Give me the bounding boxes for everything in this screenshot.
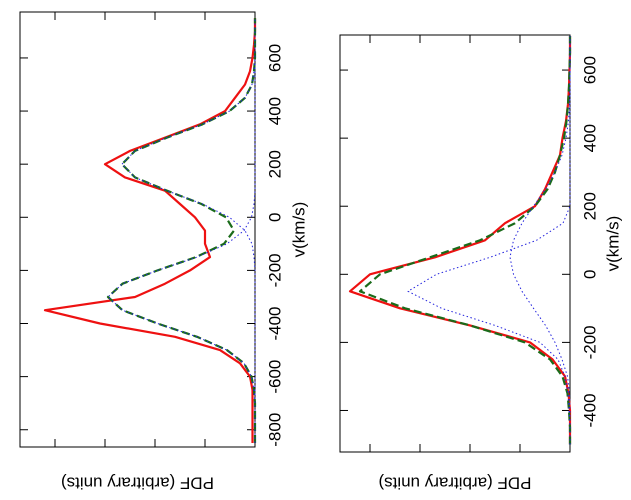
x-tick-label: 0 — [580, 270, 599, 279]
x-tick-label: 600 — [265, 44, 284, 72]
x-tick-label: 600 — [580, 56, 599, 84]
x-tick-label: -400 — [580, 393, 599, 427]
x-tick-label: -200 — [265, 253, 284, 287]
x-tick-label: -400 — [265, 306, 284, 340]
x-axis-label: v(km/s) — [603, 216, 622, 272]
data-line — [121, 18, 256, 443]
x-tick-label: -800 — [265, 413, 284, 447]
x-tick-label: 400 — [265, 97, 284, 125]
data-line — [107, 18, 256, 443]
x-tick-label: 0 — [265, 213, 284, 222]
plot-frame — [339, 34, 571, 453]
data-line — [407, 36, 571, 445]
y-axis-label: PDF (arbitrary units) — [378, 474, 531, 493]
x-axis-label: v(km/s) — [289, 202, 308, 258]
x-tick-label: 200 — [265, 150, 284, 178]
x-tick-label: 400 — [580, 124, 599, 152]
plot-frame — [19, 11, 256, 448]
data-line — [358, 36, 572, 445]
x-tick-label: 200 — [580, 192, 599, 220]
data-line — [106, 18, 257, 443]
data-line — [43, 18, 257, 443]
y-axis-label: PDF (arbitrary units) — [61, 474, 214, 493]
x-tick-label: -600 — [265, 360, 284, 394]
x-tick-label: -200 — [580, 325, 599, 359]
data-line — [509, 36, 571, 445]
